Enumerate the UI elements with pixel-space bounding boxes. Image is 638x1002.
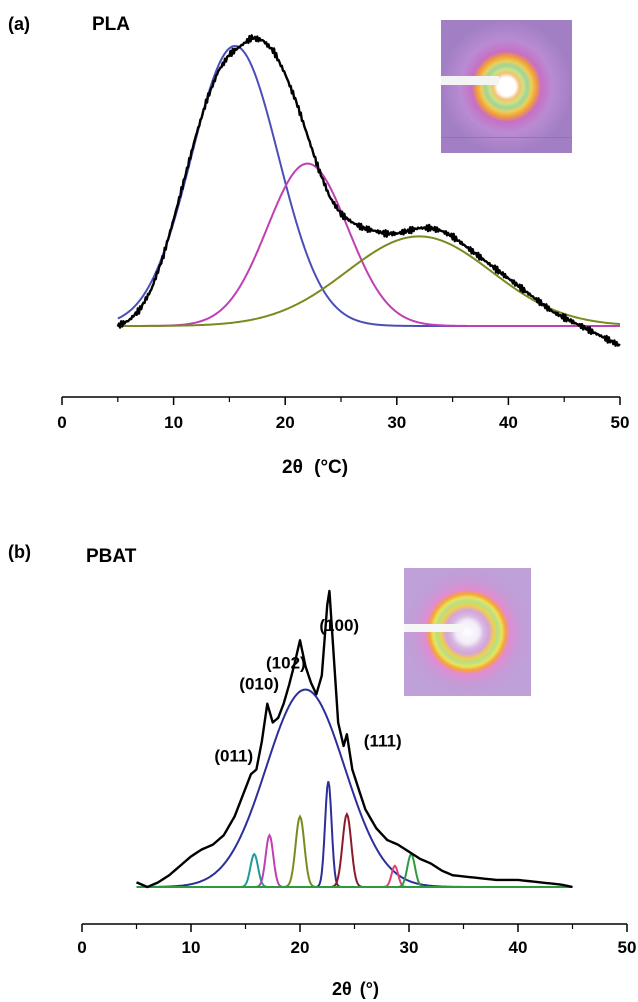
diffraction-pattern-b-image [404,568,531,696]
peak-annotation-3: (102) [266,653,306,672]
panel-b: (b) PBAT (011) (010) (102) (100) (111) 0 10 20… [8,542,636,999]
peak-annotation-2: (010) [239,675,279,694]
x-tick-label-a-40: 40 [499,413,518,432]
peak-annotation-1: (011) [214,747,253,766]
x-axis-ticks-a: 0 10 20 30 40 50 [57,397,629,432]
x-tick-label-a-0: 0 [57,413,66,432]
fit-curve-a-3 [117,235,621,327]
panel-a: (a) PLA 0 10 20 30 40 50 2θ (°C) [8,14,629,478]
x-tick-label-a-10: 10 [164,413,183,432]
x-axis-label-b-unit: (°) [360,979,379,999]
x-tick-label-b-0: 0 [77,938,86,957]
peak-annotation-5: (111) [364,731,402,750]
plot-area-a [116,34,621,347]
x-tick-label-a-20: 20 [276,413,295,432]
x-axis-label-a: 2θ (°C) [282,457,348,478]
panel-label-a: (a) [8,14,30,34]
panel-label-b: (b) [8,542,31,562]
measured-curve-a [116,34,621,347]
diffraction-pattern-a-image [441,20,572,153]
x-axis-label-b: 2θ (°) [332,979,379,999]
x-axis-label-a-unit: (°C) [314,457,348,478]
plot-area-b: (011) (010) (102) (100) (111) [136,589,573,889]
panel-title-b: PBAT [86,546,137,567]
panel-title-a: PLA [92,14,130,35]
fit-curve-b-1 [136,688,573,888]
x-tick-label-b-10: 10 [182,938,201,957]
x-axis-ticks-b: 0 10 20 30 40 50 [77,924,636,957]
peak-annotation-4: (100) [319,616,359,635]
x-tick-label-b-20: 20 [291,938,310,957]
x-axis-label-b-main: 2θ [332,979,352,999]
x-tick-label-b-30: 30 [400,938,419,957]
measured-curve-b [136,589,573,889]
fit-curve-a-2 [117,162,620,327]
x-tick-label-b-40: 40 [509,938,528,957]
x-tick-label-b-50: 50 [618,938,637,957]
x-axis-label-a-main: 2θ [282,457,303,478]
x-tick-label-a-50: 50 [611,413,630,432]
x-tick-label-a-30: 30 [387,413,406,432]
